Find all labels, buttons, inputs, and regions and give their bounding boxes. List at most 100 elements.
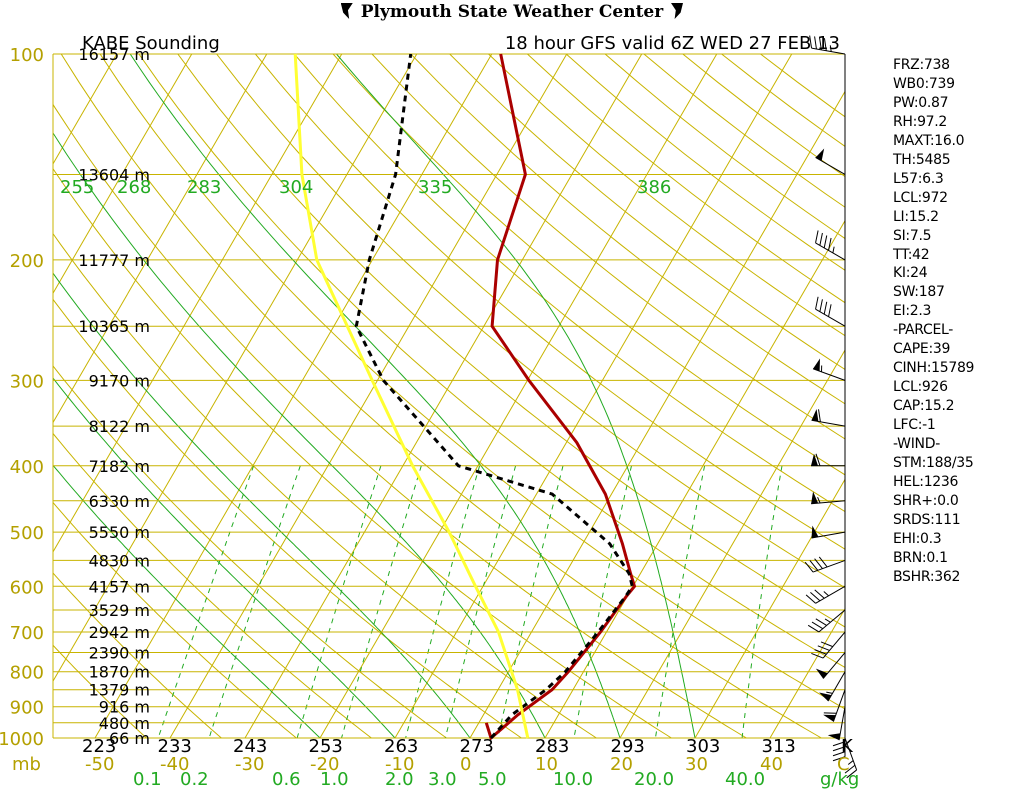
moist-adiabat (53, 272, 471, 738)
index-value: KI:24 (893, 265, 928, 282)
mixing-ratio-line (157, 465, 255, 738)
wind-barb (811, 491, 846, 505)
height-label: 13604 m (78, 165, 150, 184)
height-label: 8122 m (89, 417, 150, 436)
temperature-label: 40 (760, 754, 783, 775)
dry-adiabat (53, 644, 148, 738)
dry-adiabat (487, 54, 845, 337)
temperature-label: -20 (310, 754, 339, 775)
wind-barb (815, 652, 846, 679)
index-value: CAPE:39 (893, 341, 951, 358)
wind-barb (811, 408, 846, 427)
mixing-ratio-label: 0.6 (272, 769, 301, 790)
dry-adiabat (759, 54, 845, 118)
isotherm (53, 54, 193, 295)
wind-barb (827, 706, 846, 741)
index-value: MAXT:16.0 (893, 132, 965, 149)
moist-adiabat (336, 54, 696, 738)
mixing-ratio-label: 0.1 (133, 769, 162, 790)
mixing-ratio-label: g/kg (820, 769, 859, 790)
theta-e-label: 335 (418, 177, 452, 198)
chart-labels: KABE Sounding 18 hour GFS valid 6Z WED 2… (0, 33, 859, 790)
index-value: RH:97.2 (893, 113, 948, 130)
mixing-ratio-line (741, 465, 783, 738)
header-title: Plymouth State Weather Center (360, 2, 664, 22)
index-value: BRN:0.1 (893, 549, 948, 566)
kelvin-label: 263 (384, 736, 418, 757)
index-value: LFC:-1 (893, 417, 936, 434)
trace-parcel (293, 53, 530, 739)
height-label: 2942 m (89, 623, 150, 642)
dry-adiabat (410, 54, 845, 405)
wind-barb (807, 609, 846, 633)
index-value: SRDS:111 (893, 511, 961, 528)
index-value: BSHR:362 (893, 568, 961, 585)
index-value: SW:187 (893, 284, 945, 301)
mixing-ratio-line (405, 465, 481, 738)
isotherm (619, 349, 845, 738)
mixing-ratio-label: 2.0 (385, 769, 414, 790)
kelvin-label: 303 (686, 736, 720, 757)
height-label: 6330 m (89, 492, 150, 511)
isotherm (394, 54, 793, 738)
moist-adiabat (53, 377, 396, 738)
wind-barb (811, 453, 845, 467)
wind-barb (811, 525, 846, 539)
height-label: 480 m (99, 714, 150, 733)
dry-adiabat (293, 54, 845, 513)
pressure-label: 300 (10, 371, 44, 392)
theta-e-label: 304 (279, 177, 313, 198)
kelvin-label: 223 (82, 736, 116, 757)
dry-adiabat (53, 298, 523, 738)
wind-barb (815, 296, 846, 327)
station-header: Plymouth State Weather Center (0, 0, 1024, 26)
wind-barb (819, 671, 846, 702)
index-value: PW:0.87 (893, 94, 949, 111)
wind-barb (844, 737, 858, 779)
height-label: 4830 m (89, 551, 150, 570)
dry-adiabat (53, 501, 298, 738)
dry-adiabat (371, 54, 845, 440)
dry-adiabat (53, 167, 673, 738)
pressure-label: 900 (10, 698, 44, 719)
wind-barb (805, 585, 846, 604)
temperature-label: 10 (535, 754, 558, 775)
index-value: EHI:0.3 (893, 530, 942, 547)
dry-adiabat (53, 232, 598, 738)
isotherm (244, 54, 643, 738)
wind-barb (811, 631, 846, 659)
mixing-ratio-line (444, 465, 517, 738)
isotherm (544, 219, 845, 738)
chart-title: KABE Sounding (82, 33, 220, 54)
pressure-label: 1000 (0, 729, 44, 750)
wind-barbs (804, 35, 858, 779)
mixing-ratio-line (296, 465, 382, 738)
temperature-label: C (837, 754, 850, 775)
height-label: 11777 m (78, 251, 150, 270)
temperature-label: -10 (385, 754, 414, 775)
mixing-ratio-label: 1.0 (320, 769, 349, 790)
index-value: WB0:739 (893, 75, 955, 92)
isotherm (53, 54, 268, 424)
kelvin-label: 253 (309, 736, 343, 757)
wind-barb (804, 556, 846, 573)
kelvin-label: 313 (762, 736, 796, 757)
theta-e-label: 268 (117, 177, 151, 198)
mixing-ratio-label: 10.0 (553, 769, 593, 790)
height-label: 4157 m (89, 577, 150, 596)
kelvin-label: K (841, 736, 854, 757)
dry-adiabat (138, 54, 845, 669)
index-value: FRZ:738 (893, 57, 950, 73)
height-label: 1379 m (89, 681, 150, 700)
index-value: LI:15.2 (893, 208, 939, 225)
kelvin-label: 283 (535, 736, 569, 757)
mixing-ratio-line (208, 465, 301, 738)
chart-grid (52, 53, 846, 739)
mixing-ratio-line (340, 465, 422, 738)
dry-adiabat (720, 54, 845, 148)
temperature-label: 0 (460, 754, 471, 775)
index-value: STM:188/35 (893, 454, 974, 471)
dry-adiabat (177, 54, 845, 628)
index-value: CINH:15789 (893, 360, 975, 377)
